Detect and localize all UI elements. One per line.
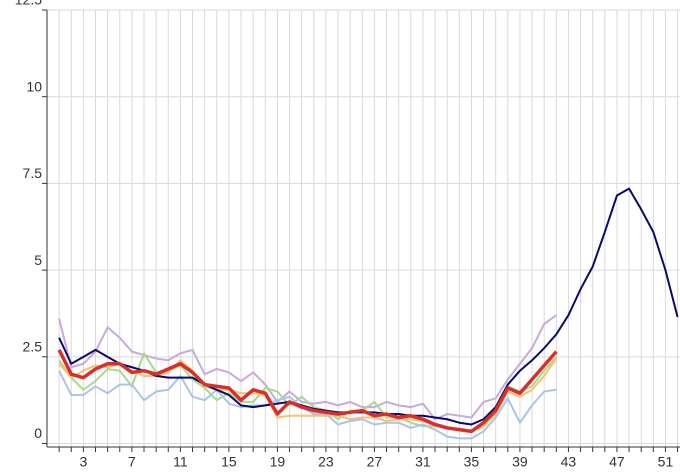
x-tick-label: 51 (658, 454, 674, 470)
x-tick-label: 27 (367, 454, 383, 470)
x-tick-label: 31 (415, 454, 431, 470)
y-tick-label: 10 (26, 78, 42, 94)
y-tick-label: 0 (34, 425, 42, 441)
y-tick-label: 12.5 (15, 0, 42, 8)
series-line (57, 349, 558, 434)
x-tick-label: 47 (609, 454, 625, 470)
y-tick-label: 7.5 (23, 165, 43, 181)
x-tick-label: 7 (128, 454, 136, 470)
x-tick-label: 3 (79, 454, 87, 470)
x-tick-label: 39 (512, 454, 528, 470)
x-tick-label: 43 (561, 454, 577, 470)
x-tick-label: 19 (270, 454, 286, 470)
series-line (58, 187, 679, 426)
x-tick-label: 23 (318, 454, 334, 470)
y-tick-label: 2.5 (23, 339, 43, 355)
x-tick-label: 15 (221, 454, 237, 470)
y-tick-label: 5 (34, 252, 42, 268)
x-tick-label: 11 (173, 454, 188, 470)
x-tick-label: 35 (464, 454, 480, 470)
